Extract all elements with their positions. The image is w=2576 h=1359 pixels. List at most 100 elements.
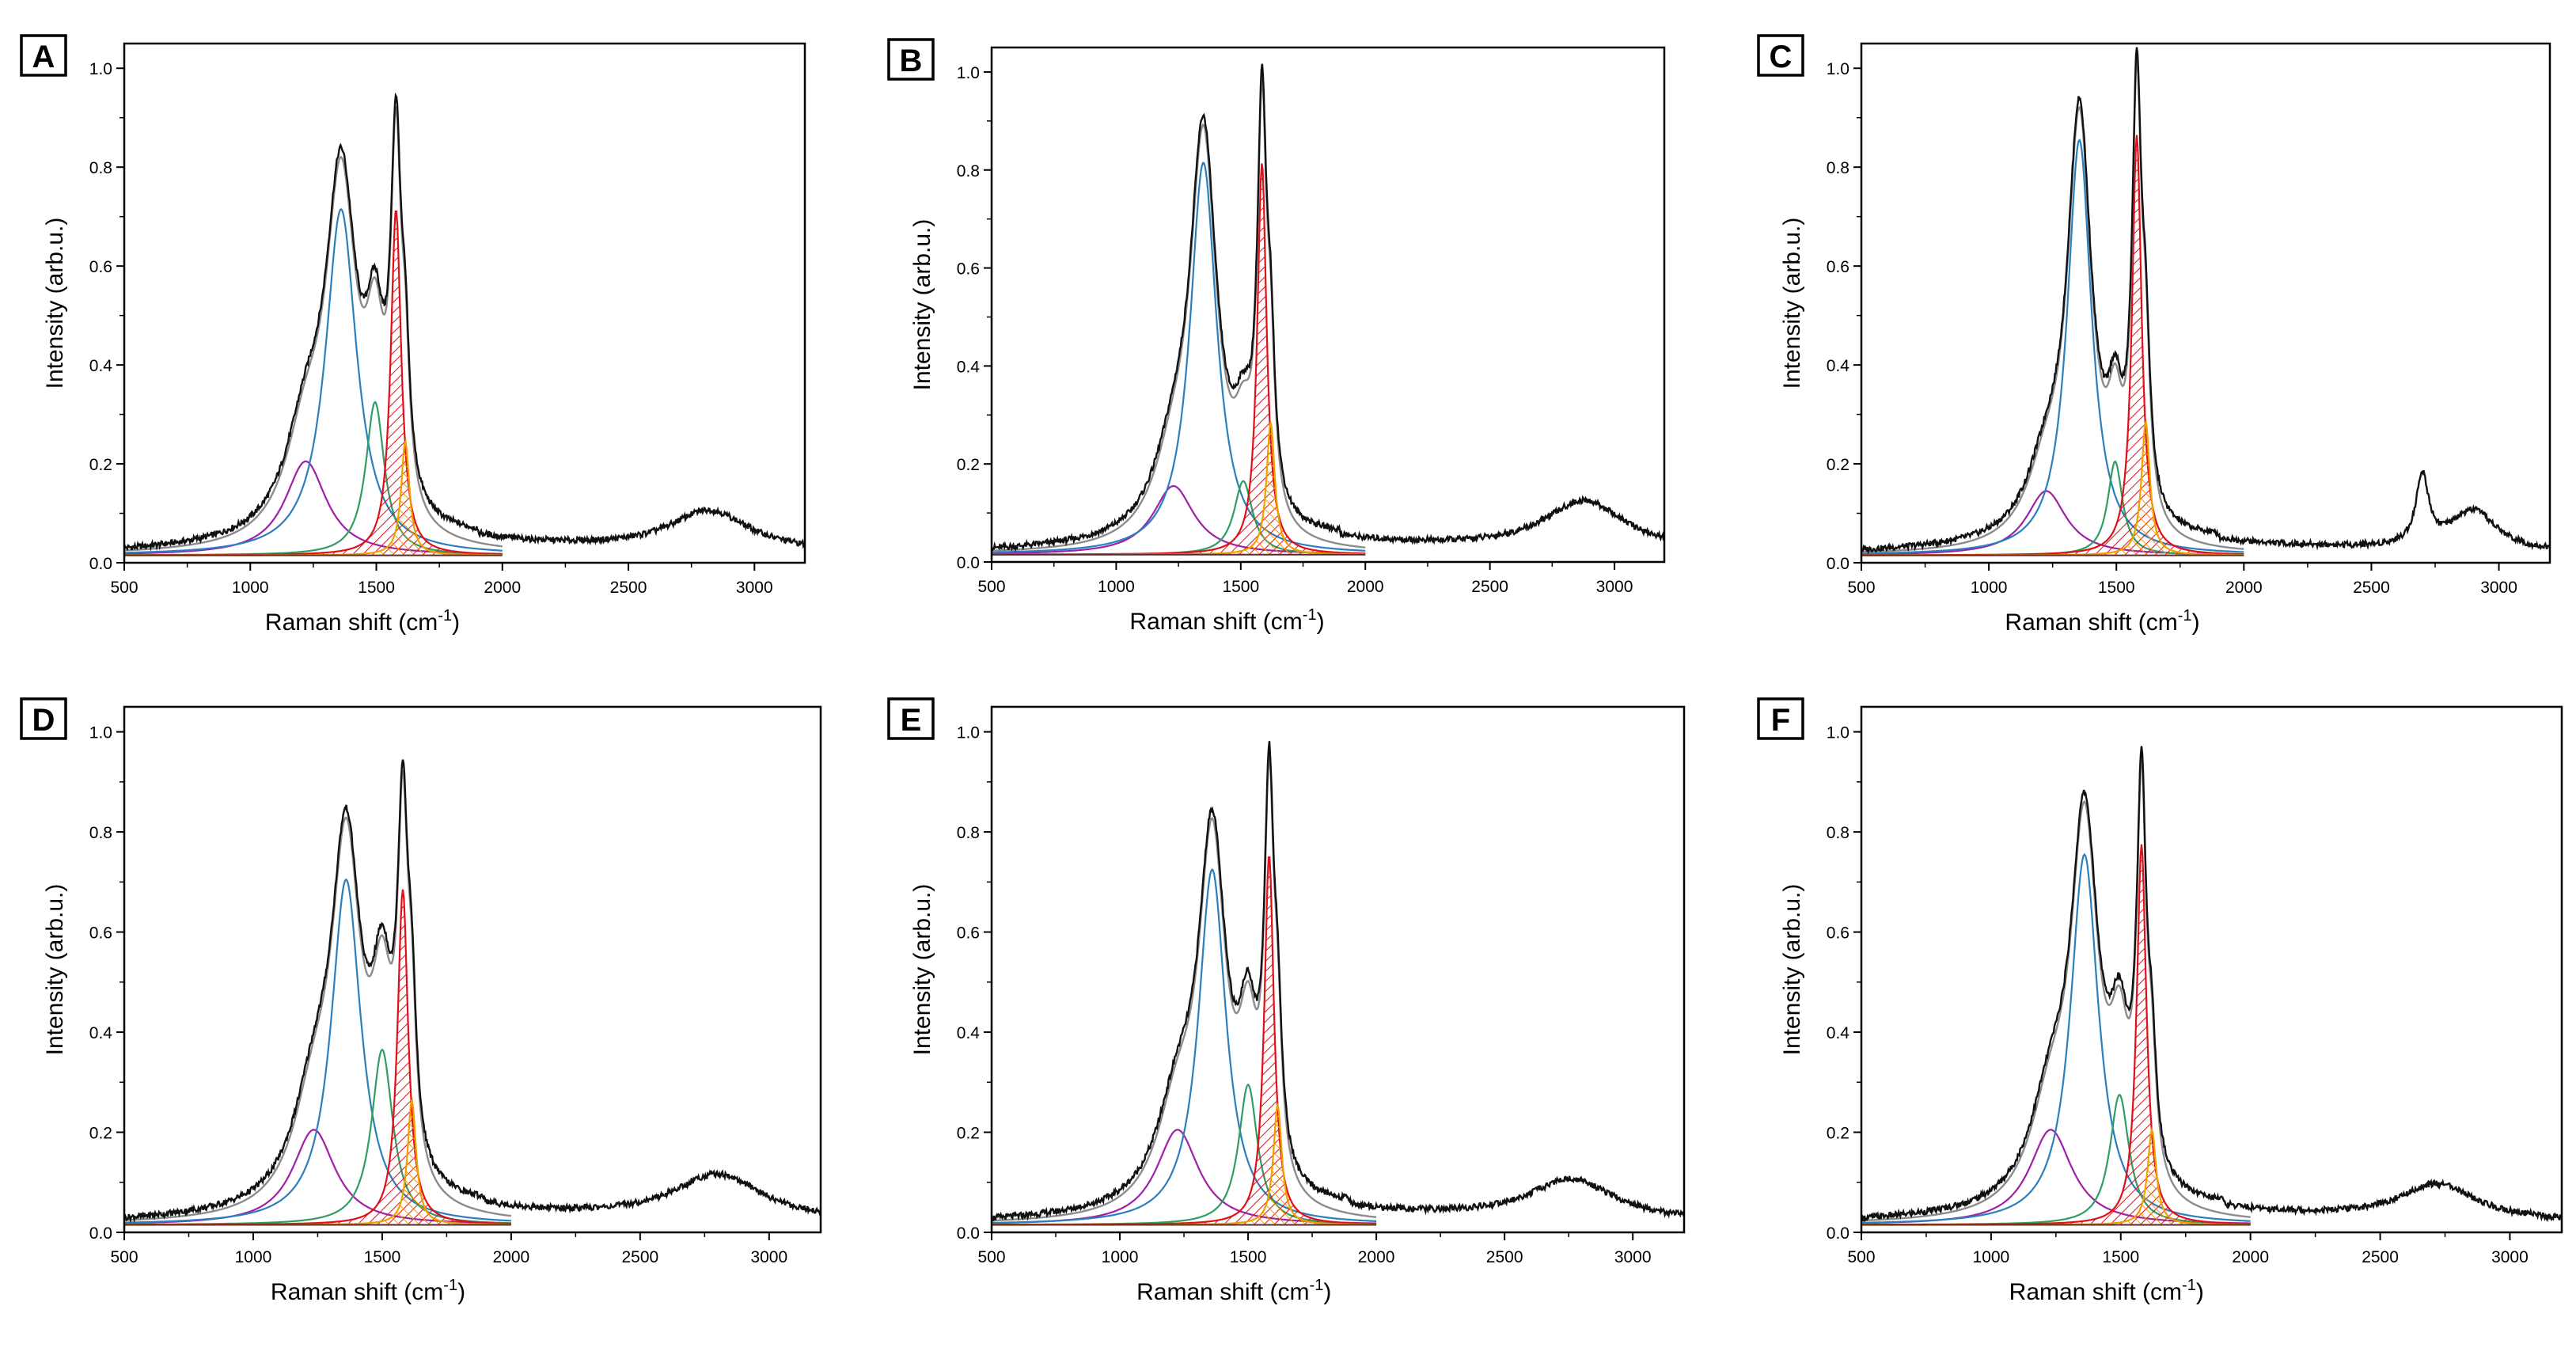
band-fill-G bbox=[124, 211, 503, 556]
band-fit-D2 bbox=[124, 1096, 511, 1226]
panel-label: F bbox=[1771, 703, 1790, 738]
x-tick-label: 3000 bbox=[2480, 579, 2517, 597]
y-tick-label: 0.2 bbox=[1827, 1125, 1849, 1143]
chart-panel-A: 500 1000 1500 2000 2500 3000 0.0 0.2 0.4 0.6 0.8 1.… bbox=[20, 34, 806, 636]
band-fit-D1 bbox=[124, 878, 511, 1224]
band-fill-G bbox=[992, 857, 1377, 1225]
x-tick-label: 500 bbox=[977, 1248, 1005, 1266]
plot-area bbox=[124, 92, 805, 556]
y-tick-label: 1.0 bbox=[1827, 60, 1849, 78]
x-tick-label: 2500 bbox=[1471, 578, 1508, 596]
panel-label-box bbox=[1757, 697, 1804, 740]
band-fill-D2 bbox=[992, 1105, 1377, 1225]
fit-envelope bbox=[992, 756, 1377, 1222]
band-fill-D2 bbox=[124, 1099, 511, 1225]
y-axis-label: Intensity (arb.u.) bbox=[42, 218, 68, 389]
band-fit-G bbox=[992, 856, 1377, 1226]
band-fit-G bbox=[1861, 135, 2244, 556]
band-fit-D1 bbox=[1861, 138, 2244, 555]
y-tick-label: 1.0 bbox=[89, 724, 112, 742]
x-tick-label: 500 bbox=[110, 1248, 138, 1266]
y-tick-label: 0.2 bbox=[957, 1125, 980, 1143]
y-tick-label: 0.4 bbox=[1827, 1024, 1850, 1042]
x-tick-label: 500 bbox=[1847, 1248, 1875, 1266]
plot-frame bbox=[1860, 705, 2563, 1234]
x-axis-label: Raman shift (cm-1) bbox=[2005, 607, 2199, 636]
y-tick-label: 0.8 bbox=[89, 824, 112, 842]
band-fit-D3 bbox=[124, 400, 503, 556]
x-tick-label: 1500 bbox=[2102, 1248, 2139, 1266]
chart-panel-B: 500 1000 1500 2000 2500 3000 0.0 0.2 0.4 0.6 0.8 1.… bbox=[887, 38, 1666, 635]
band-fit-G bbox=[124, 211, 503, 556]
y-axis-label: Intensity (arb.u.) bbox=[42, 884, 68, 1056]
y-tick-label: 0.8 bbox=[1827, 824, 1849, 842]
y-tick-label: 0.0 bbox=[1827, 1224, 1849, 1243]
x-tick-label: 2500 bbox=[2353, 579, 2390, 597]
x-tick-label: 2000 bbox=[2225, 579, 2263, 597]
y-tick-label: 0.0 bbox=[957, 1224, 980, 1243]
x-tick-label: 1500 bbox=[358, 579, 395, 597]
panel-label-box bbox=[20, 697, 67, 740]
x-axis-label: Raman shift (cm-1) bbox=[271, 1277, 465, 1305]
plot-area bbox=[1861, 746, 2562, 1226]
chart-panel-F: 500 1000 1500 2000 2500 3000 0.0 0.2 0.4 0.6 0.8 1.… bbox=[1757, 697, 2563, 1305]
x-tick-label: 500 bbox=[110, 579, 138, 597]
band-fit-D2 bbox=[1861, 419, 2244, 556]
y-axis-label: Intensity (arb.u.) bbox=[909, 884, 935, 1056]
plot-frame bbox=[1860, 42, 2551, 564]
x-tick-label: 2000 bbox=[1347, 578, 1384, 596]
plot-frame bbox=[123, 42, 806, 564]
x-tick-label: 1000 bbox=[1098, 578, 1135, 596]
panel-label: E bbox=[901, 703, 922, 738]
y-axis-label: Intensity (arb.u.) bbox=[1779, 218, 1805, 389]
x-tick-label: 3000 bbox=[1614, 1248, 1652, 1266]
fit-envelope bbox=[124, 105, 503, 552]
y-tick-label: 0.2 bbox=[1827, 456, 1849, 474]
chart-panel-C: 500 1000 1500 2000 2500 3000 0.0 0.2 0.4 0.6 0.8 1.… bbox=[1757, 34, 2551, 636]
panel-label: D bbox=[32, 703, 55, 738]
y-tick-label: 0.4 bbox=[1827, 357, 1850, 375]
panel-label: B bbox=[900, 44, 923, 78]
x-tick-label: 3000 bbox=[736, 579, 773, 597]
y-tick-label: 0.6 bbox=[1827, 258, 1849, 276]
x-tick-label: 3000 bbox=[2491, 1248, 2529, 1266]
y-axis-label: Intensity (arb.u.) bbox=[1779, 884, 1805, 1056]
fit-envelope bbox=[124, 770, 511, 1221]
x-tick-label: 2500 bbox=[621, 1248, 658, 1266]
y-tick-label: 0.4 bbox=[89, 357, 113, 375]
band-fit-D3 bbox=[1861, 1093, 2251, 1226]
x-axis-label: Raman shift (cm-1) bbox=[1129, 606, 1324, 635]
plot-frame bbox=[990, 46, 1666, 564]
band-fit-D1 bbox=[992, 867, 1377, 1224]
raman-spectrum bbox=[124, 92, 805, 552]
x-tick-label: 1000 bbox=[235, 1248, 272, 1266]
plot-area bbox=[1861, 47, 2550, 556]
panel-label-box bbox=[1757, 34, 1804, 77]
y-tick-label: 0.4 bbox=[957, 358, 981, 376]
x-axis-label: Raman shift (cm-1) bbox=[265, 607, 460, 636]
y-tick-label: 0.4 bbox=[957, 1024, 981, 1042]
y-tick-label: 0.2 bbox=[957, 456, 980, 474]
band-fit-D2 bbox=[992, 1102, 1377, 1226]
x-tick-label: 2500 bbox=[2362, 1248, 2399, 1266]
x-tick-label: 2000 bbox=[1358, 1248, 1395, 1266]
plot-frame bbox=[123, 705, 822, 1234]
band-fit-D1 bbox=[124, 207, 503, 554]
y-axis-label: Intensity (arb.u.) bbox=[909, 219, 935, 391]
band-fit-D4 bbox=[124, 1129, 511, 1224]
fit-envelope bbox=[1861, 760, 2251, 1222]
panel-label: C bbox=[1770, 40, 1793, 74]
band-fit-D1 bbox=[992, 161, 1366, 553]
y-tick-label: 0.8 bbox=[957, 162, 980, 180]
y-tick-label: 0.6 bbox=[89, 924, 112, 943]
chart-panel-E: 500 1000 1500 2000 2500 3000 0.0 0.2 0.4 0.6 0.8 1.… bbox=[887, 697, 1686, 1305]
y-tick-label: 0.0 bbox=[1827, 555, 1849, 573]
x-tick-label: 2000 bbox=[2232, 1248, 2269, 1266]
band-fill-D2 bbox=[992, 422, 1366, 555]
y-tick-label: 0.6 bbox=[957, 260, 980, 279]
panel-label-box bbox=[887, 697, 935, 740]
x-tick-label: 2500 bbox=[1486, 1248, 1523, 1266]
band-fit-D4 bbox=[124, 460, 503, 555]
y-tick-label: 0.0 bbox=[957, 554, 980, 572]
